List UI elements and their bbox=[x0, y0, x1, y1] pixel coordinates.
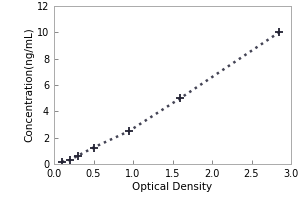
Y-axis label: Concentration(ng/mL): Concentration(ng/mL) bbox=[24, 28, 34, 142]
X-axis label: Optical Density: Optical Density bbox=[132, 182, 213, 192]
